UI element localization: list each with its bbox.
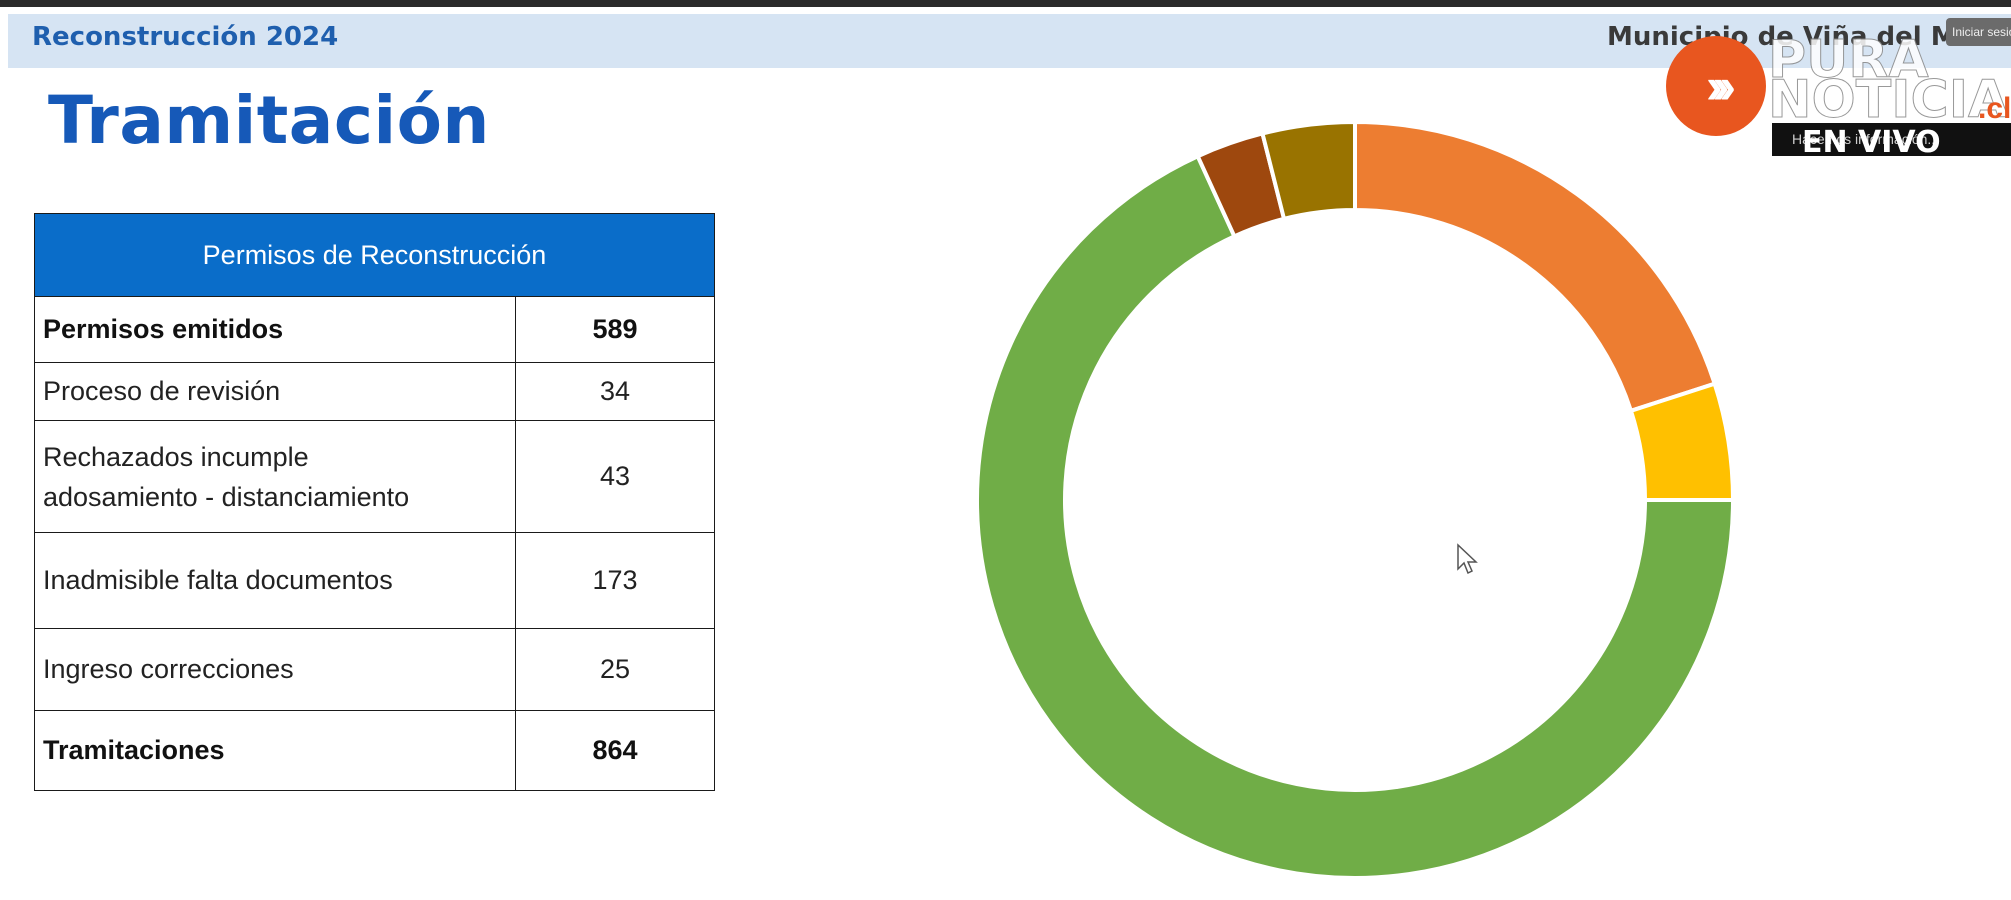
session-button[interactable]: Iniciar sesión [1946, 18, 2011, 46]
header-right-title: Municipio de Viña del Mar [1607, 22, 1987, 52]
live-tag: Hacemos información... EN VIVO [1772, 123, 2011, 160]
donut-chart [975, 119, 1736, 880]
table-row: Ingreso correcciones 25 [34, 628, 715, 711]
donut-slice-4 [1260, 119, 1357, 222]
pura-noticia-logo: ››› PURA NOTICIA .cl Hacemos información… [1666, 30, 2011, 160]
row-value: 25 [515, 628, 715, 711]
header-left-title: Reconstrucción 2024 [32, 22, 339, 52]
table-row: Proceso de revisión 34 [34, 362, 715, 421]
row-label: Rechazados incumple adosamiento - distan… [34, 420, 516, 533]
row-value: 864 [515, 710, 715, 791]
table-row: Permisos emitidos 589 [34, 296, 715, 363]
table-row: Inadmisible falta documentos 173 [34, 532, 715, 629]
live-label: EN VIVO [1802, 125, 1941, 160]
row-value: 34 [515, 362, 715, 421]
row-label: Ingreso correcciones [34, 628, 516, 711]
row-label: Proceso de revisión [34, 362, 516, 421]
donut-slice-2 [975, 153, 1736, 880]
table-header-row: Permisos de Reconstrucción [34, 213, 715, 297]
logo-text-noticia: NOTICIA [1767, 70, 2009, 131]
logo-tagline: Hacemos información... [1792, 131, 1940, 147]
row-label: Tramitaciones [34, 710, 516, 791]
cursor-icon [1457, 543, 1478, 575]
table-header: Permisos de Reconstrucción [34, 213, 715, 297]
table-row: Tramitaciones 864 [34, 710, 715, 791]
row-value: 589 [515, 296, 715, 363]
row-value: 173 [515, 532, 715, 629]
top-bar [0, 0, 2011, 7]
play-arrows-icon: ››› [1666, 36, 1766, 136]
donut-slice-0 [1353, 119, 1718, 414]
logo-text-pura: PURA [1768, 30, 1930, 91]
permits-table: Permisos de Reconstrucción Permisos emit… [34, 213, 715, 791]
page-title: Tramitación [48, 82, 490, 159]
row-value: 43 [515, 420, 715, 533]
table-row: Rechazados incumple adosamiento - distan… [34, 420, 715, 533]
logo-suffix: .cl [1978, 92, 2011, 125]
row-label: Permisos emitidos [34, 296, 516, 363]
row-label: Inadmisible falta documentos [34, 532, 516, 629]
